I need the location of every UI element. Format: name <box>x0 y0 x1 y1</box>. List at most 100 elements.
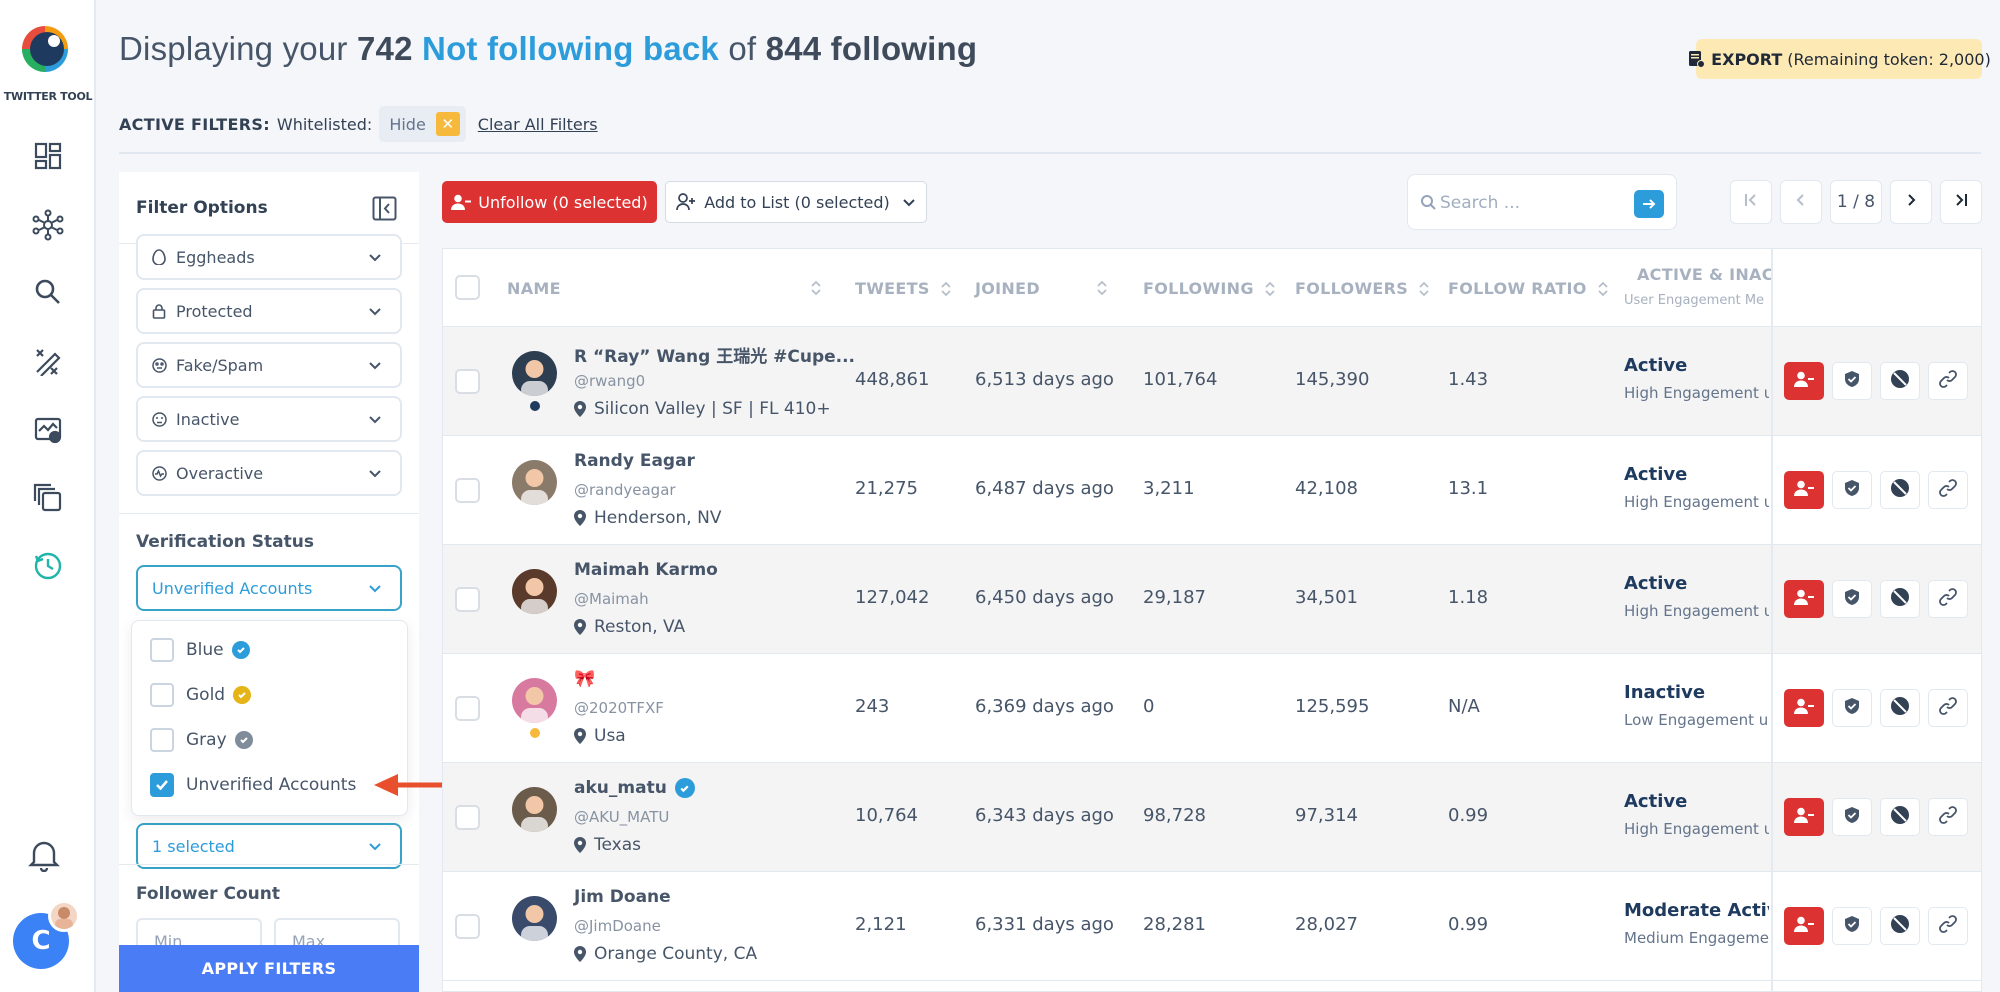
user-name[interactable]: Jim Doane <box>574 887 671 907</box>
overactive-select[interactable]: Overactive <box>136 450 402 496</box>
profile-link-button[interactable] <box>1928 580 1968 618</box>
row-checkbox[interactable] <box>455 914 480 939</box>
avatar[interactable] <box>512 460 557 505</box>
unfollow-user-button[interactable] <box>1784 362 1824 400</box>
dashboard-icon[interactable] <box>30 138 66 174</box>
block-button[interactable] <box>1880 689 1920 727</box>
option-gold[interactable]: Gold <box>150 682 252 708</box>
history-active-icon[interactable] <box>30 548 66 584</box>
prev-page-button[interactable] <box>1780 180 1822 224</box>
block-button[interactable] <box>1880 907 1920 945</box>
avatar[interactable] <box>512 787 557 832</box>
verification-select[interactable]: Unverified Accounts <box>136 565 402 611</box>
row-checkbox[interactable] <box>455 696 480 721</box>
user-name[interactable]: Randy Eagar <box>574 451 695 471</box>
hidden-filter-select[interactable]: 1 selected <box>136 823 402 869</box>
checkbox[interactable] <box>150 728 174 752</box>
chart-check-icon[interactable] <box>30 412 66 448</box>
network-icon[interactable] <box>30 207 66 243</box>
profile-link-button[interactable] <box>1928 689 1968 727</box>
unfollow-user-button[interactable] <box>1784 907 1824 945</box>
option-unverified[interactable]: Unverified Accounts <box>150 772 356 798</box>
eggheads-select[interactable]: Eggheads <box>136 234 402 280</box>
column-name[interactable]: NAME <box>507 279 561 298</box>
block-button[interactable] <box>1880 580 1920 618</box>
unfollow-user-button[interactable] <box>1784 471 1824 509</box>
row-checkbox[interactable] <box>455 587 480 612</box>
profile-link-button[interactable] <box>1928 798 1968 836</box>
avatar[interactable] <box>512 569 557 614</box>
user-handle[interactable]: @rwang0 <box>574 372 646 390</box>
user-name[interactable]: 🎀 <box>574 669 595 689</box>
unfollow-user-button[interactable] <box>1784 798 1824 836</box>
apply-filters-button[interactable]: APPLY FILTERS <box>119 945 419 992</box>
add-to-list-button[interactable]: Add to List (0 selected) <box>665 181 927 223</box>
user-name[interactable]: aku_matu <box>574 778 695 798</box>
search-icon <box>1420 194 1436 214</box>
column-tweets[interactable]: TWEETS <box>855 279 952 298</box>
user-handle[interactable]: @randyeagar <box>574 481 676 499</box>
block-button[interactable] <box>1880 798 1920 836</box>
sort-joined-icon[interactable] <box>1096 279 1108 297</box>
first-page-icon <box>1743 192 1759 213</box>
collapse-panel-icon[interactable] <box>372 196 397 221</box>
checkbox[interactable] <box>150 683 174 707</box>
avatar[interactable] <box>512 678 557 723</box>
user-handle[interactable]: @Maimah <box>574 590 649 608</box>
whitelist-button[interactable] <box>1832 689 1872 727</box>
column-joined[interactable]: JOINED <box>975 279 1040 298</box>
app-logo[interactable] <box>18 22 72 76</box>
bell-icon[interactable] <box>28 838 64 874</box>
next-page-button[interactable] <box>1890 180 1932 224</box>
fake-spam-select[interactable]: Fake/Spam <box>136 342 402 388</box>
block-button[interactable] <box>1880 471 1920 509</box>
profile-link-button[interactable] <box>1928 362 1968 400</box>
column-activity[interactable]: ACTIVE & INACT <box>1637 265 1771 284</box>
unfollow-user-button[interactable] <box>1784 689 1824 727</box>
block-button[interactable] <box>1880 362 1920 400</box>
search-submit-button[interactable] <box>1634 190 1664 218</box>
unfollow-button[interactable]: Unfollow (0 selected) <box>442 181 657 223</box>
user-name[interactable]: Maimah Karmo <box>574 560 718 580</box>
first-page-button[interactable] <box>1730 180 1772 224</box>
column-following[interactable]: FOLLOWING <box>1143 279 1276 298</box>
profile-link-button[interactable] <box>1928 471 1968 509</box>
inactive-select[interactable]: Inactive <box>136 396 402 442</box>
sort-name-icon[interactable] <box>810 279 822 297</box>
location-pin-icon <box>574 946 586 962</box>
search-icon[interactable] <box>30 274 66 310</box>
protected-select[interactable]: Protected <box>136 288 402 334</box>
last-page-button[interactable] <box>1940 180 1982 224</box>
user-handle[interactable]: @2020TFXF <box>574 699 664 717</box>
filter-panel-title: Filter Options <box>136 198 268 218</box>
unfollow-user-button[interactable] <box>1784 580 1824 618</box>
checkbox-checked[interactable] <box>150 773 174 797</box>
checkbox[interactable] <box>150 638 174 662</box>
whitelist-button[interactable] <box>1832 471 1872 509</box>
remove-filter-icon[interactable]: ✕ <box>435 112 460 136</box>
column-follow-ratio[interactable]: FOLLOW RATIO <box>1448 279 1609 298</box>
search-input[interactable] <box>1440 191 1630 215</box>
whitelist-button[interactable] <box>1832 798 1872 836</box>
option-blue[interactable]: Blue <box>150 637 250 663</box>
row-checkbox[interactable] <box>455 478 480 503</box>
whitelist-button[interactable] <box>1832 580 1872 618</box>
select-all-checkbox[interactable] <box>455 275 480 300</box>
column-followers[interactable]: FOLLOWERS <box>1295 279 1430 298</box>
export-button[interactable]: EXPORT (Remaining token: 2,000) <box>1689 39 1991 79</box>
location-text: Usa <box>594 726 626 746</box>
edit-analytics-icon[interactable] <box>30 343 66 379</box>
copy-icon[interactable] <box>30 480 66 516</box>
option-gray[interactable]: Gray <box>150 727 253 753</box>
clear-all-filters-link[interactable]: Clear All Filters <box>477 114 598 134</box>
user-handle[interactable]: @JimDoane <box>574 917 661 935</box>
row-checkbox[interactable] <box>455 369 480 394</box>
user-handle[interactable]: @AKU_MATU <box>574 808 670 826</box>
whitelist-button[interactable] <box>1832 907 1872 945</box>
profile-link-button[interactable] <box>1928 907 1968 945</box>
avatar[interactable] <box>512 351 557 396</box>
avatar[interactable] <box>512 896 557 941</box>
whitelist-button[interactable] <box>1832 362 1872 400</box>
row-checkbox[interactable] <box>455 805 480 830</box>
user-name[interactable]: R “Ray” Wang 王瑞光 #Cupe... <box>574 342 855 367</box>
